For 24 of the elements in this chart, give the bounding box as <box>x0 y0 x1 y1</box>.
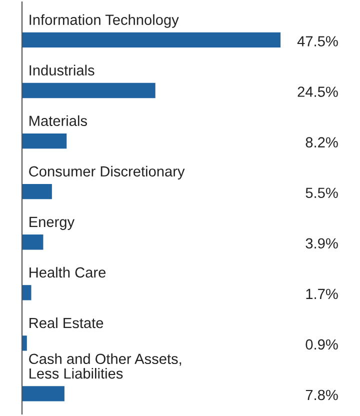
bar <box>22 133 67 149</box>
bar <box>22 184 52 200</box>
bar <box>22 386 64 402</box>
bar <box>22 32 281 48</box>
y-tick-label: Energy <box>30 216 75 230</box>
data-label: 0.9% <box>306 339 338 350</box>
y-tick-label: Consumer Discretionary <box>29 166 185 180</box>
data-label: 1.7% <box>306 288 338 300</box>
bar <box>22 336 27 351</box>
data-label: 3.9% <box>306 238 338 249</box>
data-label: 8.2% <box>306 137 338 148</box>
y-tick-label: Health Care <box>30 266 106 278</box>
y-tick-label: Materials <box>30 115 87 126</box>
data-label: 5.5% <box>306 188 338 198</box>
data-label: 7.8% <box>306 390 338 400</box>
y-tick-label: Cash and Other Assets, Less Liabilities <box>29 353 182 379</box>
y-tick-label: Industrials <box>30 64 94 76</box>
bar <box>22 234 44 250</box>
y-tick-label: Real Estate <box>30 317 104 328</box>
data-label: 47.5% <box>297 36 338 46</box>
y-tick-label: Information Technology <box>30 14 179 28</box>
data-label: 24.5% <box>298 86 338 97</box>
bar <box>22 285 32 300</box>
bar <box>22 82 156 98</box>
